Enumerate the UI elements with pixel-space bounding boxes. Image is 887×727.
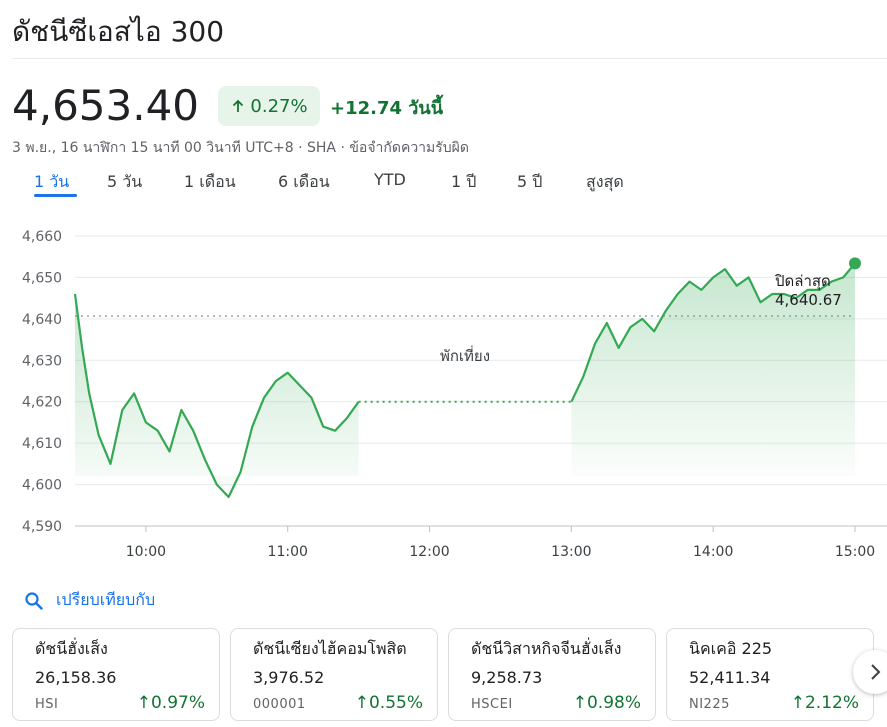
- morning-line: [73, 293, 360, 499]
- index-change: ↑0.97%: [136, 693, 205, 713]
- page-title: ดัชนีซีเอสไอ 300: [12, 15, 225, 48]
- index-card-hsi[interactable]: ดัชนีฮั่งเส็ง 26,158.36 HSI ↑0.97%: [12, 628, 220, 721]
- compare-button[interactable]: เปรียบเทียบกับ: [24, 588, 155, 613]
- index-change: ↑0.98%: [572, 693, 641, 713]
- lunch-break-label: พักเที่ยง: [440, 345, 490, 365]
- chevron-right-icon: [871, 664, 881, 680]
- index-symbol: NI225: [689, 697, 730, 712]
- y-tick-label: 4,640: [22, 312, 62, 328]
- percent-change-value: 0.27%: [250, 95, 308, 117]
- index-value: 52,411.34: [689, 668, 771, 687]
- x-tick-label: 12:00: [409, 544, 449, 560]
- arrow-up-icon: [233, 99, 244, 112]
- index-value: 3,976.52: [253, 668, 325, 687]
- index-card-ni225[interactable]: นิคเคอิ 225 52,411.34 NI225 ↑2.12%: [666, 628, 874, 721]
- x-tick-label: 15:00: [835, 544, 875, 560]
- x-tick-label: 13:00: [551, 544, 591, 560]
- arrow-up-icon: ↑: [354, 693, 369, 713]
- arrow-up-icon: ↑: [572, 693, 587, 713]
- tab-5d[interactable]: 5 วัน: [107, 172, 143, 191]
- x-tick-label: 14:00: [693, 544, 733, 560]
- header-divider: [12, 58, 887, 59]
- y-tick-label: 4,590: [22, 519, 62, 535]
- index-name: ดัชนีเซียงไฮ้คอมโพสิต: [253, 639, 407, 658]
- y-tick-label: 4,610: [22, 436, 62, 452]
- x-tick-label: 11:00: [268, 544, 308, 560]
- morning-area: [75, 294, 359, 497]
- previous-close-label: ปิดล่าสุด: [774, 272, 831, 291]
- index-card-sse[interactable]: ดัชนีเซียงไฮ้คอมโพสิต 3,976.52 000001 ↑0…: [230, 628, 438, 721]
- index-change: ↑0.55%: [354, 693, 423, 713]
- index-symbol: HSCEI: [471, 697, 513, 712]
- y-tick-label: 4,660: [22, 229, 62, 245]
- absolute-change: +12.74 วันนี้: [330, 98, 444, 119]
- next-cards-button[interactable]: [853, 650, 887, 694]
- index-value: 26,158.36: [35, 668, 117, 687]
- afternoon-area: [571, 263, 855, 476]
- previous-close-value: 4,640.67: [775, 291, 842, 309]
- index-name: ดัชนีฮั่งเส็ง: [35, 639, 108, 658]
- index-symbol: HSI: [35, 697, 59, 712]
- x-tick-label: 10:00: [126, 544, 166, 560]
- tab-max[interactable]: สูงสุด: [586, 172, 624, 191]
- tab-1d[interactable]: 1 วัน: [34, 172, 70, 191]
- tab-1m[interactable]: 1 เดือน: [184, 172, 236, 191]
- index-change: ↑2.12%: [790, 693, 859, 713]
- tab-5y[interactable]: 5 ปี: [517, 172, 543, 191]
- tab-1y[interactable]: 1 ปี: [451, 172, 477, 191]
- arrow-up-icon: ↑: [790, 693, 805, 713]
- compare-label: เปรียบเทียบกับ: [56, 590, 156, 609]
- index-card-hscei[interactable]: ดัชนีวิสาหกิจจีนฮั่งเส็ง 9,258.73 HSCEI …: [448, 628, 656, 721]
- percent-change-badge: 0.27%: [218, 86, 320, 126]
- quote-meta: 3 พ.ย., 16 นาฬิกา 15 นาที 00 วินาที UTC+…: [12, 140, 469, 156]
- y-tick-label: 4,620: [22, 395, 62, 411]
- active-tab-indicator: [34, 194, 77, 197]
- y-tick-label: 4,630: [22, 353, 62, 369]
- y-tick-label: 4,650: [22, 270, 62, 286]
- index-symbol: 000001: [253, 697, 306, 712]
- afternoon-line: [570, 262, 856, 403]
- arrow-up-icon: ↑: [136, 693, 151, 713]
- tab-6m[interactable]: 6 เดือน: [278, 172, 330, 191]
- index-name: ดัชนีวิสาหกิจจีนฮั่งเส็ง: [471, 639, 622, 658]
- price-chart[interactable]: 4,590 4,600 4,610 4,620 4,630 4,640 4,650 4,660…: [0, 216, 887, 566]
- y-tick-label: 4,600: [22, 478, 62, 494]
- tab-ytd[interactable]: YTD: [374, 170, 406, 189]
- search-icon: [25, 591, 43, 610]
- last-price-dot: [849, 257, 861, 270]
- current-price: 4,653.40: [12, 81, 200, 130]
- index-value: 9,258.73: [471, 668, 543, 687]
- index-name: นิคเคอิ 225: [689, 639, 773, 658]
